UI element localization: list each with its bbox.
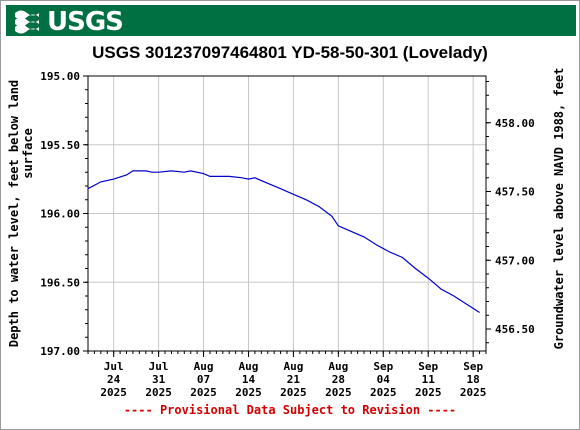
y-tick-label-left: 197.00 — [40, 345, 80, 358]
x-tick-label: 21 — [287, 373, 301, 386]
y-tick-label-left: 195.00 — [40, 70, 80, 83]
series-line — [87, 170, 480, 314]
y-tick-label-right: 456.50 — [495, 323, 535, 336]
chart-title: USGS 301237097464801 YD-58-50-301 (Lovel… — [92, 43, 488, 62]
x-tick-label: 2025 — [325, 386, 352, 399]
y-tick-label-left: 196.50 — [40, 276, 80, 289]
x-tick-label: 07 — [197, 373, 210, 386]
y-axis-title-right: Groundwater level above NAVD 1988, feet — [552, 68, 566, 350]
usgs-banner: USGS — [6, 5, 576, 36]
y-tick-label-right: 457.50 — [495, 186, 535, 199]
x-tick-label: 28 — [332, 373, 345, 386]
x-tick-label: 31 — [152, 373, 166, 386]
x-tick-label: 2025 — [235, 386, 262, 399]
x-tick-label: Sep — [463, 360, 483, 373]
x-tick-label: 2025 — [415, 386, 442, 399]
series-layer — [87, 170, 480, 314]
y-axis-title-left: Depth to water level, feet below land — [7, 80, 21, 347]
y-tick-label-left: 196.00 — [40, 208, 80, 221]
x-tick-label: Aug — [239, 360, 259, 373]
y-tick-label-right: 457.00 — [495, 254, 535, 267]
x-tick-label: 2025 — [190, 386, 217, 399]
usgs-wave-icon — [15, 10, 39, 34]
x-tick-label: Jul — [104, 360, 124, 373]
x-tick-label: 2025 — [370, 386, 397, 399]
y-tick-label-left: 195.50 — [40, 139, 80, 152]
usgs-logo-text: USGS — [47, 7, 124, 37]
grid-layer — [88, 75, 486, 352]
x-tick-label: Aug — [194, 360, 214, 373]
x-tick-label: 2025 — [100, 386, 127, 399]
x-tick-label: Aug — [283, 360, 303, 373]
x-tick-label: Aug — [328, 360, 348, 373]
provisional-notice: ---- Provisional Data Subject to Revisio… — [123, 403, 457, 417]
y-tick-label-right: 458.00 — [495, 117, 535, 130]
x-tick-label: 2025 — [460, 386, 487, 399]
x-tick-label: Sep — [373, 360, 393, 373]
x-tick-label: 11 — [422, 373, 436, 386]
x-tick-label: 2025 — [145, 386, 172, 399]
x-tick-label: Sep — [418, 360, 438, 373]
x-tick-label: 24 — [107, 373, 121, 386]
ticks-layer: 195.00 195.50 196.00 196.50 197.00 458.00 457.… — [40, 70, 535, 399]
x-tick-label: 2025 — [280, 386, 307, 399]
x-tick-label: 14 — [242, 373, 256, 386]
y-axis-title-left-line2: surface — [21, 128, 35, 179]
x-tick-label: 04 — [377, 373, 391, 386]
x-tick-label: 18 — [467, 373, 480, 386]
usgs-logo[interactable]: USGS — [13, 7, 124, 37]
x-tick-label: Jul — [149, 360, 169, 373]
